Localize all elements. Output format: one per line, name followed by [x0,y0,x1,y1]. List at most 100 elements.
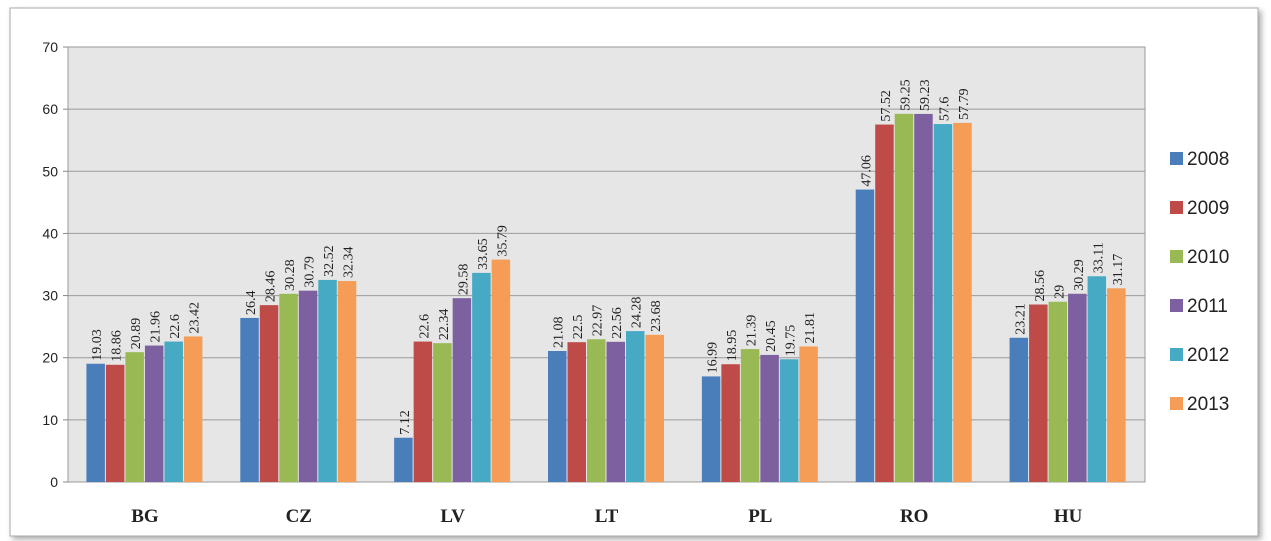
legend-swatch [1170,250,1183,263]
value-label: 57.79 [957,88,972,120]
value-label: 22.6 [417,314,432,339]
bar [606,341,625,482]
y-tick-label: 40 [42,225,58,241]
bar [452,298,472,482]
y-tick-label: 0 [50,474,58,490]
bar [337,281,357,482]
value-label: 35.79 [495,225,510,256]
value-label: 21.08 [552,317,567,349]
x-tick-label: LT [595,506,619,527]
legend-swatch [1170,201,1183,214]
value-label: 33.65 [476,238,491,269]
x-tick-label: HU [1054,506,1083,527]
bar [1068,293,1087,482]
bar [472,272,491,482]
value-label: 32.52 [322,245,337,277]
bar [779,359,799,482]
y-tick-label: 10 [42,412,58,428]
bar [164,341,183,482]
value-label: 22.56 [610,307,625,339]
value-label: 24.28 [630,297,645,329]
bar [86,363,105,482]
bar [259,305,279,482]
bar [318,279,337,482]
value-label: 22.34 [437,309,452,341]
value-label: 23.68 [649,300,664,332]
value-label: 26.4 [244,290,259,315]
legend-label: 2010 [1187,247,1229,268]
legend-label: 2008 [1187,149,1229,170]
value-label: 21.96 [149,311,164,343]
legend-swatch [1170,397,1183,410]
value-label: 19.75 [784,325,799,357]
value-label: 20.89 [129,318,144,350]
value-label: 18.86 [110,330,125,362]
legend-label: 2011 [1187,296,1228,317]
value-label: 29 [1052,285,1067,299]
bar [933,124,953,483]
bar [799,346,818,482]
value-label: 22.97 [591,305,606,337]
bar [740,349,760,482]
bar [279,293,298,482]
bar [894,113,914,482]
bar [413,341,433,482]
value-label: 22.5 [571,315,586,340]
bar [1048,301,1068,482]
value-label: 23.21 [1013,303,1028,335]
value-label: 32.34 [342,247,357,279]
bar [144,345,164,482]
bar [1107,288,1126,482]
x-tick-label: RO [900,506,929,527]
value-label: 57.6 [937,97,952,122]
value-label: 19.03 [90,329,105,361]
value-label: 57.52 [879,90,894,122]
value-label: 28.46 [264,271,279,303]
value-label: 30.79 [303,256,318,288]
y-tick-label: 20 [42,350,58,366]
bar [645,334,664,482]
value-label: 59.25 [898,79,913,111]
y-tick-label: 60 [42,101,58,117]
bar [626,331,645,482]
value-label: 29.58 [456,264,471,296]
x-tick-label: CZ [286,506,312,527]
bar [760,354,779,482]
bar [1029,304,1048,482]
value-label: 18.95 [725,330,740,362]
legend-label: 2009 [1187,198,1229,219]
bar [587,339,606,482]
legend-swatch [1170,152,1183,165]
value-label: 7.12 [398,410,413,435]
value-label: 47.06 [859,155,874,187]
y-tick-label: 30 [42,288,58,304]
bar [240,317,259,482]
bar [953,122,972,482]
x-tick-label: PL [748,506,772,527]
x-tick-label: BG [131,506,159,527]
bar [183,336,203,482]
legend-label: 2013 [1187,394,1229,415]
bar [1009,337,1029,482]
bar [105,364,125,482]
bar [491,259,511,482]
value-label: 16.99 [706,342,721,374]
legend-swatch [1170,299,1183,312]
bar [433,343,452,482]
value-label: 59.23 [918,79,933,111]
value-label: 23.42 [188,302,203,334]
value-label: 33.11 [1091,242,1106,273]
bar [394,437,413,482]
bar [701,376,721,482]
bar [1087,276,1107,482]
legend-label: 2012 [1187,345,1229,366]
value-label: 21.39 [745,315,760,347]
y-tick-label: 70 [42,39,58,55]
value-label: 21.81 [803,312,818,344]
bar [298,290,318,482]
bar [125,352,144,482]
bar [721,364,740,482]
y-tick-label: 50 [42,163,58,179]
bar [548,351,567,482]
